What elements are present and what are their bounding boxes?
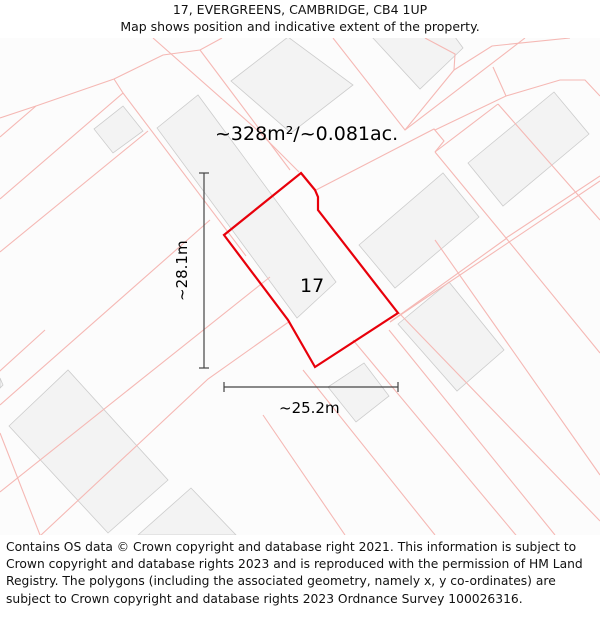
height-measure-line [199,172,209,369]
width-measure-label: ~25.2m [279,399,340,417]
buildings [0,38,590,535]
copyright-attribution: Contains OS data © Crown copyright and d… [6,540,583,606]
height-measure-label: ~28.1m [173,240,191,301]
property-map[interactable]: ~328m²/~0.081ac. 17 ~28.1m ~25.2m [0,38,600,535]
map-subtitle: Map shows position and indicative extent… [120,19,480,34]
map-header: 17, EVERGREENS, CAMBRIDGE, CB4 1UP Map s… [0,0,600,38]
property-address-title: 17, EVERGREENS, CAMBRIDGE, CB4 1UP [172,2,428,17]
parcel-boundaries [0,38,600,535]
area-label: ~328m²/~0.081ac. [215,123,399,145]
property-boundary[interactable] [222,171,400,369]
width-measure-line [223,382,399,392]
plot-number-label: 17 [300,275,325,297]
